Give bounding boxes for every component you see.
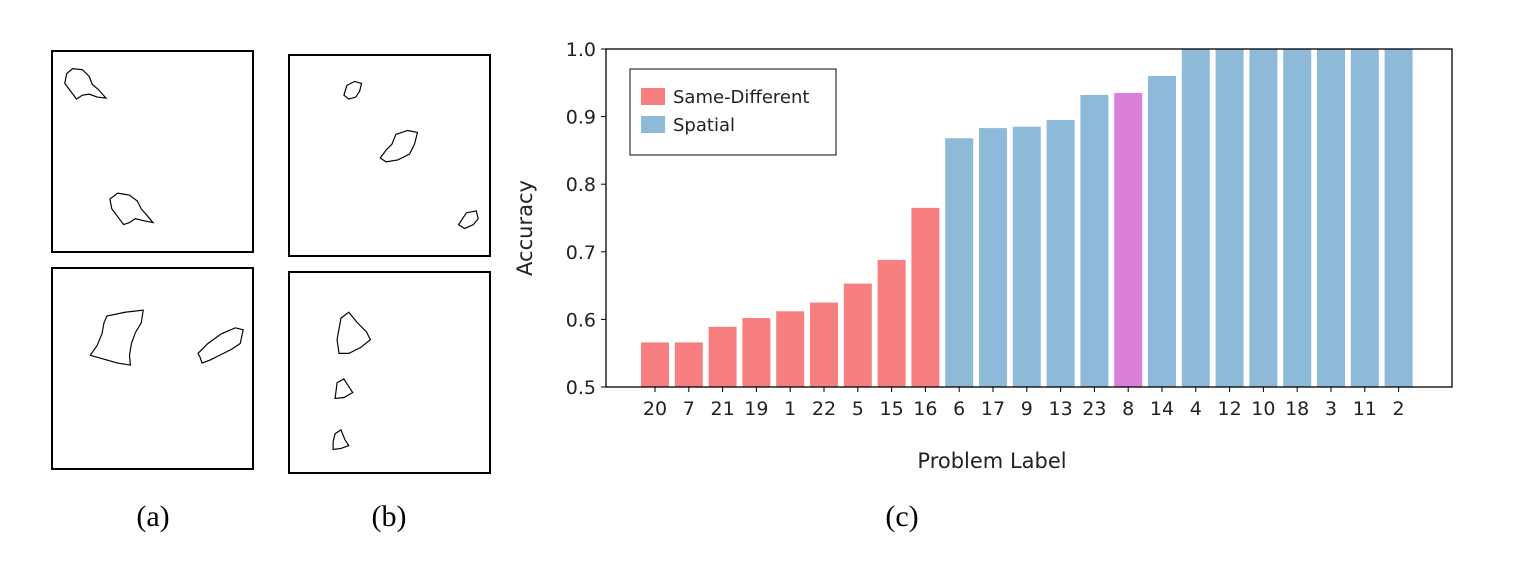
bar-21 (708, 326, 737, 387)
x-tick-label: 9 (1021, 398, 1033, 420)
legend-label: Spatial (673, 115, 735, 136)
x-tick-label: 5 (852, 398, 864, 420)
bar-1 (776, 311, 805, 387)
panel-a-top-shapes (64, 68, 155, 226)
x-tick-label: 2 (1393, 398, 1405, 420)
x-tick-label: 10 (1251, 398, 1275, 420)
x-tick-label: 14 (1150, 398, 1174, 420)
bar-5 (843, 283, 872, 387)
bar-8 (1114, 92, 1143, 387)
panel-b-top (288, 54, 491, 257)
blob-shape (332, 428, 350, 451)
blob-shape (64, 68, 108, 100)
blob-shape (336, 311, 372, 354)
caption-c: (c) (885, 500, 919, 533)
blob-shape (343, 80, 363, 100)
blob-shape (197, 327, 244, 364)
y-tick-label: 0.6 (566, 309, 596, 331)
x-tick-label: 18 (1285, 398, 1309, 420)
y-tick-label: 0.9 (566, 107, 596, 129)
panel-a-bottom-shapes (89, 309, 244, 366)
x-tick-label: 8 (1122, 398, 1134, 420)
bar-20 (641, 342, 669, 387)
y-tick-label: 1.0 (566, 39, 596, 61)
bar-22 (810, 302, 838, 387)
legend-label: Same-Different (673, 87, 809, 108)
blob-shape (334, 378, 354, 400)
x-tick-label: 17 (981, 398, 1005, 420)
bar-2 (1384, 49, 1413, 387)
bar-4 (1181, 49, 1210, 387)
x-tick-label: 13 (1049, 398, 1073, 420)
x-tick-label: 19 (744, 398, 768, 420)
bar-23 (1080, 94, 1109, 387)
legend-box (629, 68, 837, 156)
bar-12 (1215, 49, 1244, 387)
x-tick-label: 12 (1218, 398, 1242, 420)
panel-b-top-shapes (343, 80, 479, 230)
bar-3 (1317, 49, 1345, 387)
y-tick-label: 0.8 (566, 174, 596, 196)
x-tick-label: 15 (880, 398, 904, 420)
panel-b-bottom-shapes (332, 311, 372, 451)
bar-19 (742, 318, 771, 387)
bar-18 (1283, 49, 1312, 387)
bar-13 (1046, 119, 1075, 387)
x-tick-label: 1 (784, 398, 796, 420)
x-tick-label: 16 (913, 398, 937, 420)
x-tick-label: 6 (953, 398, 965, 420)
panel-a-bottom (51, 267, 254, 470)
y-tick-label: 0.7 (566, 242, 596, 264)
blob-shape (89, 309, 144, 366)
caption-b: (b) (371, 500, 407, 533)
x-tick-label: 11 (1353, 398, 1377, 420)
x-tick-label: 22 (812, 398, 836, 420)
blob-shape (379, 129, 419, 163)
panel-a-top (51, 50, 254, 253)
blob-shape (109, 192, 155, 226)
legend-swatch (641, 116, 665, 133)
accuracy-bar-chart: 20 7 21 19 1 22 5 15 16 6 17 9 13 23 8 14 4 12 10 18 3 11 2 0.5… (513, 39, 1453, 473)
bar-9 (1012, 126, 1041, 388)
x-tick-label: 20 (643, 398, 667, 420)
legend-swatch (641, 88, 665, 105)
x-tick-label: 3 (1325, 398, 1337, 420)
bar-11 (1350, 49, 1379, 387)
x-tick-label: 7 (683, 398, 695, 420)
y-tick-label: 0.5 (566, 377, 596, 399)
panel-b-bottom (288, 271, 491, 474)
caption-a: (a) (136, 500, 170, 533)
x-axis-label: Problem Label (917, 449, 1066, 473)
blob-shape (457, 210, 479, 230)
plot-frame (605, 48, 1453, 388)
bar-15 (877, 259, 906, 387)
bar-6 (945, 138, 974, 387)
bar-10 (1249, 49, 1278, 387)
x-tick-label: 21 (711, 398, 735, 420)
bar-7 (674, 342, 703, 387)
bar-14 (1148, 76, 1176, 387)
x-tick-label: 23 (1082, 398, 1106, 420)
y-axis-label: Accuracy (513, 180, 537, 276)
bar-17 (979, 128, 1007, 387)
bar-16 (911, 207, 940, 387)
x-tick-label: 4 (1190, 398, 1202, 420)
